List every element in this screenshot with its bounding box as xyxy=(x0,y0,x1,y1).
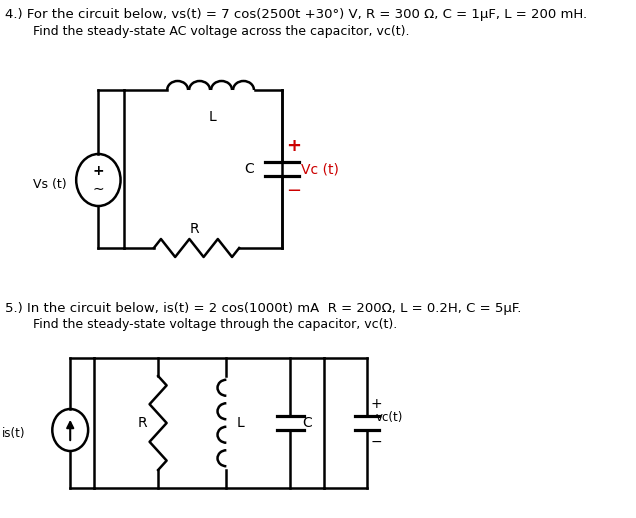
Text: C: C xyxy=(303,416,312,430)
Text: C: C xyxy=(244,162,254,176)
Text: L: L xyxy=(236,416,244,430)
Text: is(t): is(t) xyxy=(3,427,26,440)
Text: Find the steady-state AC voltage across the capacitor, vᴄ(t).: Find the steady-state AC voltage across … xyxy=(32,25,409,38)
Text: L: L xyxy=(209,110,216,124)
Text: Vs (t): Vs (t) xyxy=(32,178,66,191)
Text: R: R xyxy=(190,222,200,236)
Text: 5.) In the circuit below, is(t) = 2 cos(1000t) mA  R = 200Ω, L = 0.2H, C = 5μF.: 5.) In the circuit below, is(t) = 2 cos(… xyxy=(4,302,521,315)
Text: +: + xyxy=(93,164,104,178)
Text: Find the steady-state voltage through the capacitor, vᴄ(t).: Find the steady-state voltage through th… xyxy=(32,318,397,331)
Text: +: + xyxy=(286,137,301,155)
Text: ∼: ∼ xyxy=(93,182,104,196)
Text: −: − xyxy=(371,435,382,449)
Text: +: + xyxy=(371,397,382,411)
Text: −: − xyxy=(286,182,301,200)
Text: R: R xyxy=(138,416,148,430)
Text: Vc (t): Vc (t) xyxy=(301,162,338,176)
Text: vc(t): vc(t) xyxy=(376,410,403,424)
Text: 4.) For the circuit below, vs(t) = 7 cos(2500t +30°) V, R = 300 Ω, C = 1μF, L = : 4.) For the circuit below, vs(t) = 7 cos… xyxy=(4,8,586,21)
